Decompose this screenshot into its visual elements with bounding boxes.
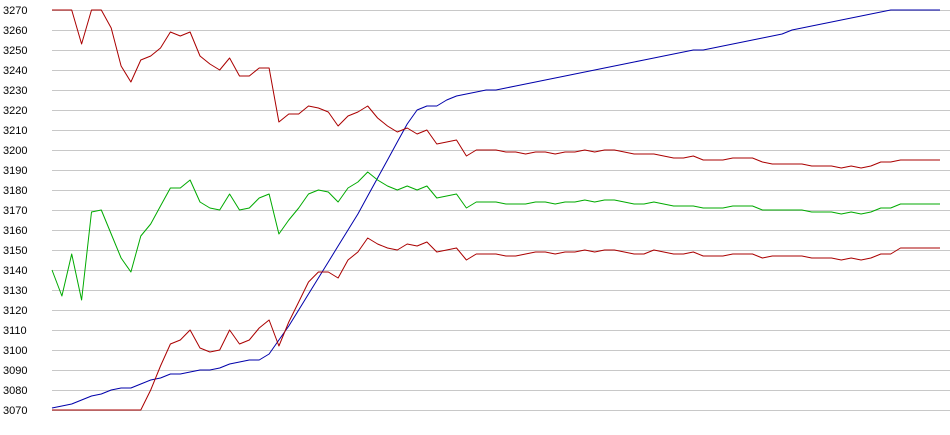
series-line-1 xyxy=(51,9,940,409)
y-tick-label: 3190 xyxy=(3,165,27,177)
series-line-2 xyxy=(52,9,940,169)
y-tick-label: 3150 xyxy=(3,245,27,257)
y-tick-label: 3140 xyxy=(3,265,27,277)
y-tick-label: 3210 xyxy=(3,125,27,137)
y-tick-label: 3090 xyxy=(3,365,27,377)
y-tick-label: 3260 xyxy=(3,25,27,37)
y-tick-label: 3110 xyxy=(3,325,27,337)
y-tick-label: 3270 xyxy=(3,5,27,17)
series-lines xyxy=(51,9,940,411)
y-tick-label: 3130 xyxy=(3,285,27,297)
y-tick-label: 3120 xyxy=(3,305,27,317)
y-tick-label: 3080 xyxy=(3,385,27,397)
y-tick-label: 3220 xyxy=(3,105,27,117)
series-line-3 xyxy=(51,171,940,301)
grid-lines xyxy=(52,10,950,411)
y-tick-label: 3170 xyxy=(3,205,27,217)
y-tick-label: 3230 xyxy=(3,85,27,97)
y-tick-label: 3200 xyxy=(3,145,27,157)
y-tick-label: 3070 xyxy=(3,405,27,417)
y-tick-label: 3100 xyxy=(3,345,27,357)
y-tick-label: 3160 xyxy=(3,225,27,237)
series-line-4 xyxy=(52,237,940,411)
y-axis-tick-labels: 3070 3080 3090 3100 3110 3120 3130 3140 3150 3160… xyxy=(3,5,27,417)
y-tick-label: 3240 xyxy=(3,65,27,77)
y-tick-label: 3250 xyxy=(3,45,27,57)
y-tick-label: 3180 xyxy=(3,185,27,197)
